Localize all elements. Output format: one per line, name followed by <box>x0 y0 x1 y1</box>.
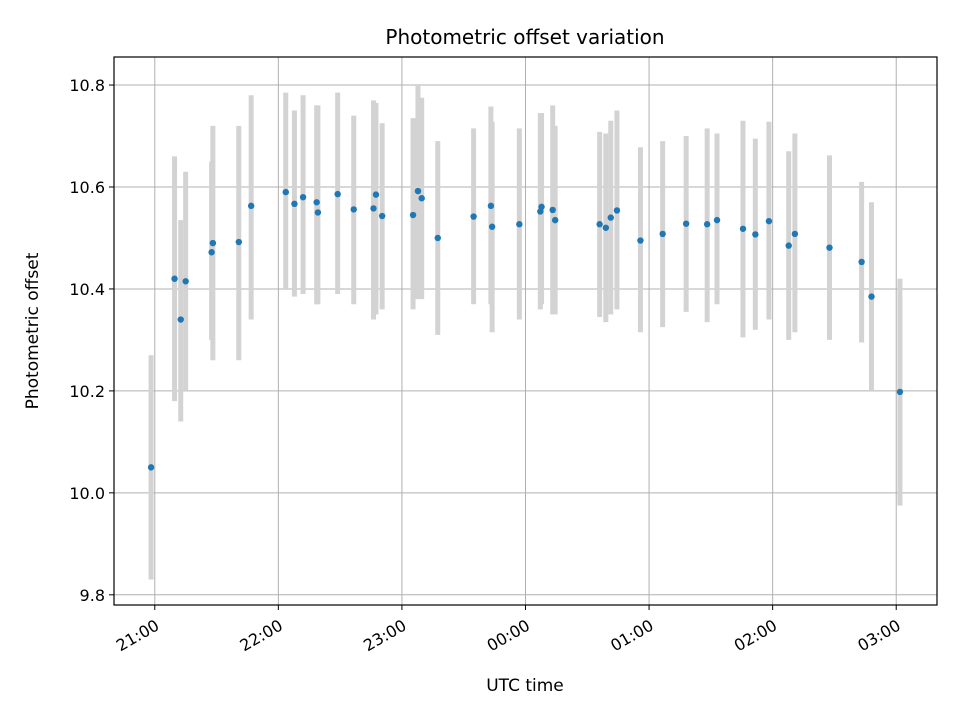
data-point <box>785 242 792 249</box>
data-point <box>313 199 320 206</box>
data-point <box>613 207 621 214</box>
data-point <box>659 230 666 238</box>
data-point <box>182 278 189 285</box>
data-point <box>596 221 603 228</box>
data-point <box>607 214 614 221</box>
data-point <box>350 206 357 213</box>
data-point <box>516 221 523 228</box>
data-point <box>209 239 217 247</box>
data-point <box>487 202 495 210</box>
data-point <box>208 249 215 256</box>
data-point <box>739 225 747 232</box>
data-point <box>752 231 759 238</box>
y-tick-label: 10.4 <box>69 280 105 299</box>
data-point <box>602 224 610 231</box>
data-point <box>826 244 833 251</box>
data-points <box>147 187 904 471</box>
y-tick-label: 9.8 <box>80 586 105 605</box>
y-tick-label: 10.6 <box>69 178 105 197</box>
data-point <box>299 193 307 201</box>
data-point <box>682 220 690 227</box>
data-point <box>409 211 417 219</box>
data-point <box>177 316 184 323</box>
data-point <box>713 216 721 224</box>
data-point <box>418 195 425 202</box>
chart-title: Photometric offset variation <box>385 25 664 49</box>
y-tick-label: 10.0 <box>69 484 105 503</box>
data-point <box>314 209 322 216</box>
data-point <box>549 206 556 214</box>
data-point <box>291 200 298 208</box>
data-point <box>414 187 422 195</box>
data-point <box>765 217 773 225</box>
data-point <box>247 202 255 210</box>
data-point <box>488 223 496 230</box>
data-point <box>378 212 386 220</box>
data-point <box>470 213 477 220</box>
data-point <box>235 238 243 246</box>
data-point <box>868 293 875 300</box>
x-axis-title: UTC time <box>486 676 564 696</box>
y-tick-label: 10.8 <box>69 76 105 95</box>
data-point <box>538 203 545 211</box>
data-point <box>370 205 377 212</box>
data-point <box>858 258 865 266</box>
data-point <box>896 388 904 396</box>
data-point <box>334 190 341 198</box>
y-tick-label: 10.2 <box>69 382 105 401</box>
y-axis-title: Photometric offset <box>23 252 43 409</box>
data-point <box>147 464 155 471</box>
data-point <box>434 234 441 242</box>
data-point <box>372 191 380 198</box>
data-point <box>282 188 289 196</box>
data-point <box>171 275 178 282</box>
data-point <box>791 230 799 238</box>
data-point <box>703 221 711 228</box>
data-point <box>637 237 644 244</box>
data-point <box>551 216 559 224</box>
